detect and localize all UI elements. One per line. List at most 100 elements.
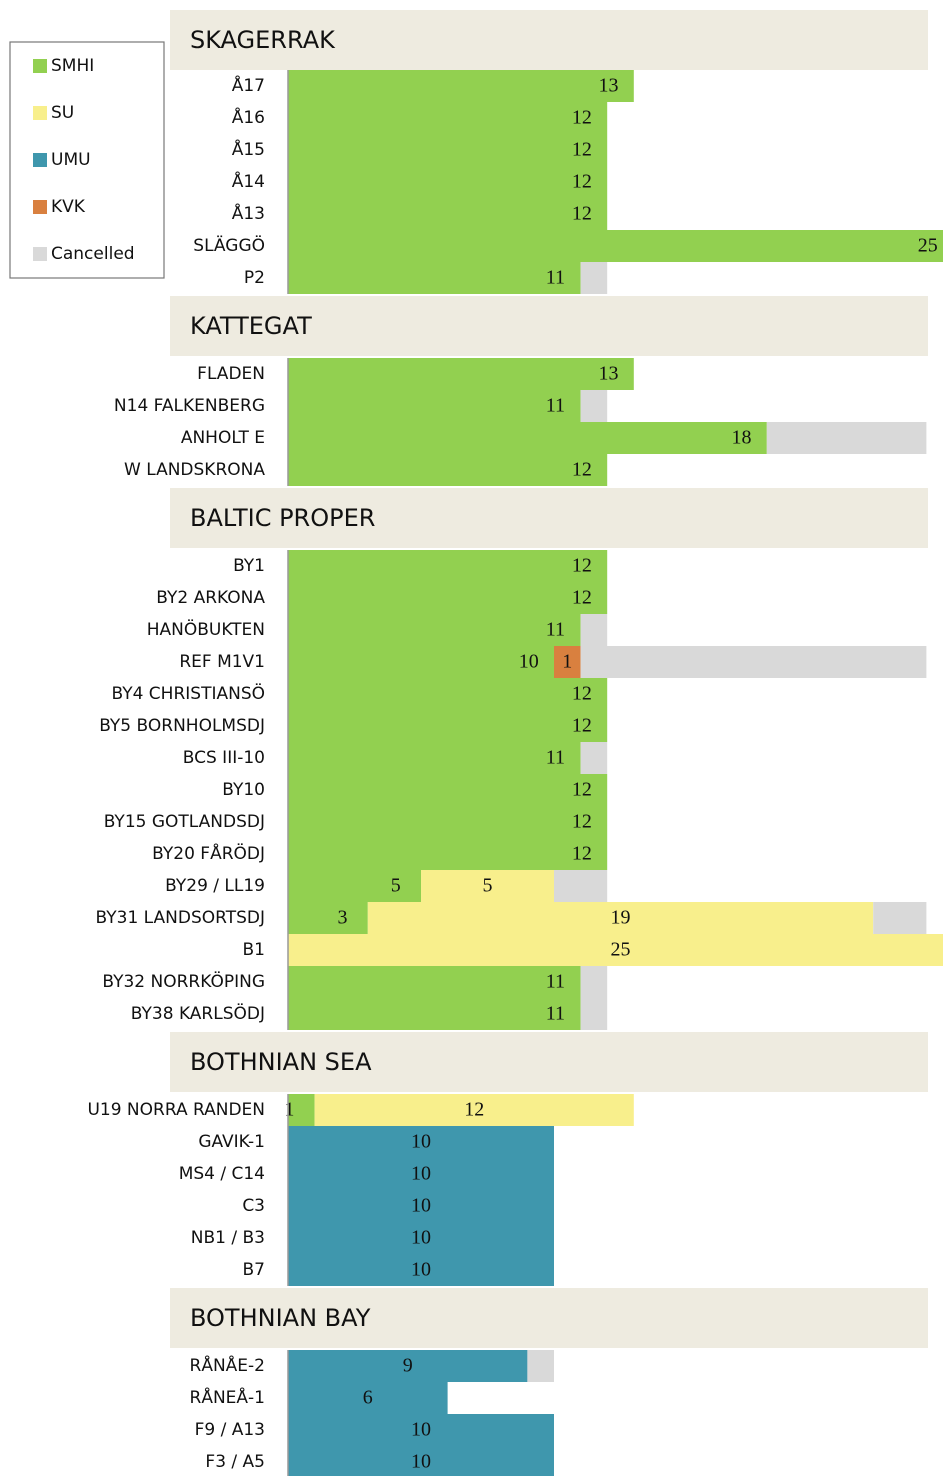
bar-segment xyxy=(766,422,927,454)
data-label: 13 xyxy=(599,363,619,385)
legend-swatch xyxy=(33,247,47,261)
legend-label: UMU xyxy=(51,150,91,170)
row-label: U19 NORRA RANDEN xyxy=(87,1100,265,1120)
row-label: BY5 BORNHOLMSDJ xyxy=(99,716,265,736)
data-label: 12 xyxy=(572,203,592,225)
row-label: F9 / A13 xyxy=(195,1420,265,1440)
data-label: 9 xyxy=(403,1355,413,1377)
row-label: Å16 xyxy=(232,106,265,128)
row-label: FLADEN xyxy=(197,364,265,384)
data-label: 11 xyxy=(546,395,565,417)
bar-segment xyxy=(288,230,943,262)
row-label: BY32 NORRKÖPING xyxy=(102,970,265,992)
data-label: 12 xyxy=(572,779,592,801)
bar-segment xyxy=(580,390,608,422)
row-label: BY15 GOTLANDSDJ xyxy=(104,812,265,832)
bar-segment xyxy=(288,1446,554,1476)
bar-segment xyxy=(288,1126,554,1158)
row-label: B1 xyxy=(243,940,265,960)
bar-segment xyxy=(288,166,608,198)
legend-swatch xyxy=(33,153,47,167)
bar-segment xyxy=(288,390,581,422)
bar-segment xyxy=(288,646,554,678)
data-label: 11 xyxy=(546,747,565,769)
row-label: BCS III-10 xyxy=(183,748,265,768)
bar-segment xyxy=(288,550,608,582)
row-label: W LANDSKRONA xyxy=(124,460,265,480)
legend-swatch xyxy=(33,59,47,73)
legend-label: KVK xyxy=(51,197,86,217)
row-label: F3 / A5 xyxy=(205,1452,265,1472)
row-label: HANÖBUKTEN xyxy=(147,618,265,640)
section-header xyxy=(170,488,928,548)
data-label: 10 xyxy=(411,1451,431,1473)
bar-segment xyxy=(288,198,608,230)
bar-segment xyxy=(580,646,927,678)
bar-segment xyxy=(314,1094,634,1126)
row-label: RÅNEÅ-1 xyxy=(190,1386,265,1408)
data-label: 5 xyxy=(391,875,401,897)
row-label: Å14 xyxy=(232,170,265,192)
bar-segment xyxy=(288,998,581,1030)
bar-segment xyxy=(873,902,927,934)
bar-segment xyxy=(288,1254,554,1286)
bar-segment xyxy=(288,870,421,902)
data-label: 12 xyxy=(572,811,592,833)
data-label: 10 xyxy=(411,1259,431,1281)
row-label: SLÄGGÖ xyxy=(193,234,265,256)
data-label: 12 xyxy=(464,1099,484,1121)
bar-segment xyxy=(580,262,608,294)
bar-segment xyxy=(580,966,608,998)
data-label: 12 xyxy=(572,683,592,705)
bar-segment xyxy=(288,1350,528,1382)
data-label: 12 xyxy=(572,171,592,193)
section-header xyxy=(170,296,928,356)
data-label: 12 xyxy=(572,843,592,865)
data-label: 10 xyxy=(411,1227,431,1249)
bar-segment xyxy=(288,582,608,614)
bar-segment xyxy=(580,742,608,774)
bar-segment xyxy=(367,902,874,934)
bar-segment xyxy=(288,966,581,998)
data-label: 12 xyxy=(572,715,592,737)
bar-segment xyxy=(288,710,608,742)
bar-segment xyxy=(288,1222,554,1254)
bar-segment xyxy=(288,774,608,806)
data-label: 10 xyxy=(411,1163,431,1185)
section-header xyxy=(170,1288,928,1348)
section-header xyxy=(170,10,928,70)
row-label: BY2 ARKONA xyxy=(156,588,265,608)
bar-segment xyxy=(288,902,368,934)
data-label: 10 xyxy=(411,1419,431,1441)
bar-segment xyxy=(288,614,581,646)
section-title: BALTIC PROPER xyxy=(190,504,375,532)
bar-segment xyxy=(288,806,608,838)
bar-segment xyxy=(288,1094,315,1126)
section-title: BOTHNIAN BAY xyxy=(190,1304,371,1332)
data-label: 10 xyxy=(411,1195,431,1217)
data-label: 13 xyxy=(599,75,619,97)
bar-segment xyxy=(288,838,608,870)
bar-segment xyxy=(288,454,608,486)
data-label: 12 xyxy=(572,459,592,481)
data-label: 1 xyxy=(284,1099,294,1121)
row-label: BY20 FÅRÖDJ xyxy=(152,842,265,864)
row-label: RÅNÅE-2 xyxy=(190,1354,265,1376)
bar-segment xyxy=(288,358,634,390)
data-label: 19 xyxy=(611,907,631,929)
row-label: BY38 KARLSÖDJ xyxy=(131,1002,265,1024)
row-label: ANHOLT E xyxy=(181,428,265,448)
row-label: B7 xyxy=(243,1260,265,1280)
data-label: 10 xyxy=(519,651,539,673)
row-label: BY4 CHRISTIANSÖ xyxy=(111,682,265,704)
legend-label: SU xyxy=(51,103,74,123)
row-label: REF M1V1 xyxy=(179,652,265,672)
data-label: 11 xyxy=(546,1003,565,1025)
legend-swatch xyxy=(33,106,47,120)
row-label: BY10 xyxy=(222,780,265,800)
bar-segment xyxy=(554,870,608,902)
row-label: BY1 xyxy=(233,556,265,576)
legend-swatch xyxy=(33,200,47,214)
data-label: 10 xyxy=(411,1131,431,1153)
